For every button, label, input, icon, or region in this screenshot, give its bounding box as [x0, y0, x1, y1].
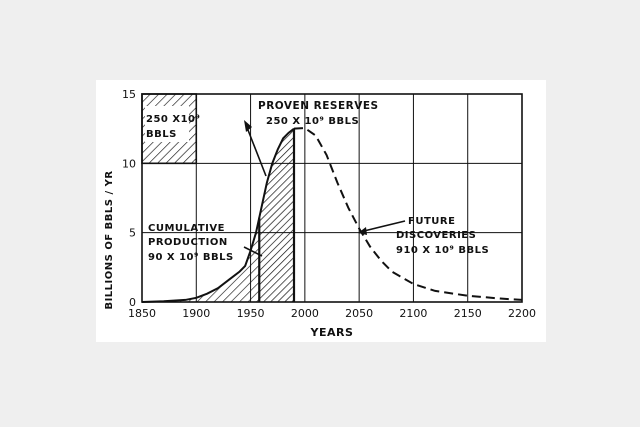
x-tick-label-2200: 2200: [508, 307, 536, 320]
future-discoveries-annotation: FUTURE DISCOVERIES 910 X 10⁹ BBLS: [358, 216, 489, 256]
region-proven-reserves: [259, 128, 294, 302]
y-tick-label-15: 15: [122, 88, 136, 101]
x-axis-label: YEARS: [310, 326, 354, 339]
x-tick-label-2150: 2150: [454, 307, 482, 320]
series-line-solid: [141, 127, 295, 303]
production-curves: [141, 126, 523, 303]
y-tick-label-5: 5: [129, 227, 136, 240]
hatched-regions: [142, 128, 296, 302]
x-tick-label-1950: 1950: [237, 307, 265, 320]
future-discoveries-line-1: FUTURE: [408, 216, 455, 227]
legend-box-line-1: 250 X10⁹: [146, 114, 200, 125]
y-tick-label-0: 0: [129, 296, 136, 309]
future-discoveries-line-2: DISCOVERIES: [396, 230, 476, 241]
plot-frame: [141, 93, 523, 303]
future-discoveries-pointer: [363, 220, 406, 232]
cumulative-production-line-1: CUMULATIVE: [148, 223, 225, 234]
region-cumulative-production: [142, 217, 260, 302]
x-tick-label-1900: 1900: [182, 307, 210, 320]
x-tick-labels: 1850 1900 1950 2000 2050 2100 2150 2200: [128, 307, 536, 320]
series-line-dashed: [293, 126, 523, 301]
proven-reserves-pointer: [247, 129, 267, 177]
cumulative-production-line-2: PRODUCTION: [148, 237, 228, 248]
legend-box-line-2: BBLS: [146, 129, 177, 140]
future-discoveries-arrowhead: [358, 227, 367, 235]
chart-figure: 1850 1900 1950 2000 2050 2100 2150 2200 0 5 10 15 …: [96, 80, 546, 342]
legend-label-backdrop: [145, 106, 189, 142]
y-axis-label: BILLIONS OF BBLS / YR: [104, 170, 115, 309]
x-tick-label-1850: 1850: [128, 307, 156, 320]
x-tick-label-2050: 2050: [345, 307, 373, 320]
production-chart: 1850 1900 1950 2000 2050 2100 2150 2200 051015 …: [104, 88, 536, 339]
x-tick-label-2100: 2100: [399, 307, 427, 320]
legend-box-label: 250 X10⁹ BBLS: [146, 114, 200, 140]
legend-box: [141, 93, 198, 165]
proven-reserves-annotation: PROVEN RESERVES 250 X 10⁹ BBLS: [244, 100, 379, 177]
cumulative-production-annotation: CUMULATIVE PRODUCTION 90 X 10⁹ BBLS: [148, 223, 263, 263]
y-tick-labels: 0 5 10 15: [122, 88, 136, 309]
y-tick-label-10: 10: [122, 157, 136, 170]
future-discoveries-line-3: 910 X 10⁹ BBLS: [396, 245, 489, 256]
cumulative-production-pointer: [243, 246, 263, 257]
proven-reserves-title: PROVEN RESERVES: [258, 100, 379, 112]
cumulative-production-line-3: 90 X 10⁹ BBLS: [148, 252, 234, 263]
proven-reserves-arrowhead: [244, 120, 252, 132]
proven-reserves-amount: 250 X 10⁹ BBLS: [266, 116, 359, 127]
x-tick-label-2000: 2000: [291, 307, 319, 320]
